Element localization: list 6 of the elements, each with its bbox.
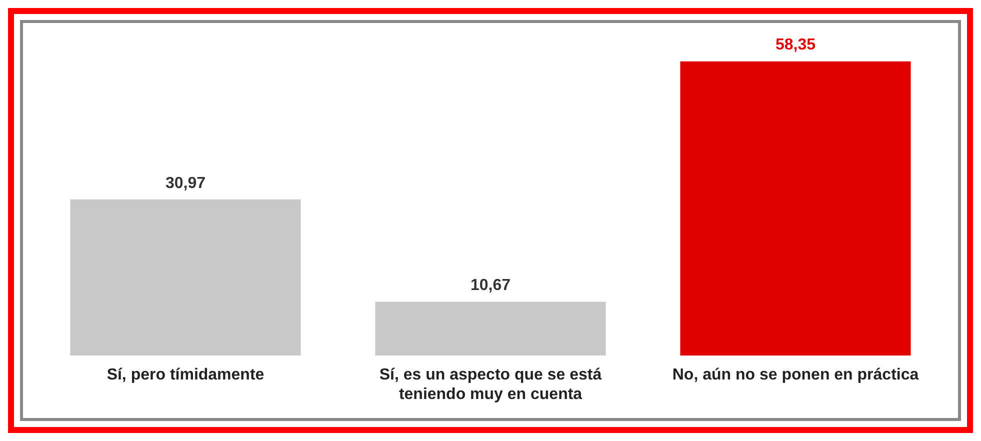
x-tick-label: No, aún no se ponen en práctica bbox=[672, 366, 919, 384]
data-label: 30,97 bbox=[165, 174, 206, 192]
x-tick-label: Sí, pero tímidamente bbox=[106, 366, 264, 384]
data-label: 10,67 bbox=[470, 277, 511, 294]
data-label: 58,35 bbox=[775, 36, 816, 54]
x-tick-label: Sí, es un aspecto que se está teniendo muy en cuenta bbox=[379, 366, 602, 403]
